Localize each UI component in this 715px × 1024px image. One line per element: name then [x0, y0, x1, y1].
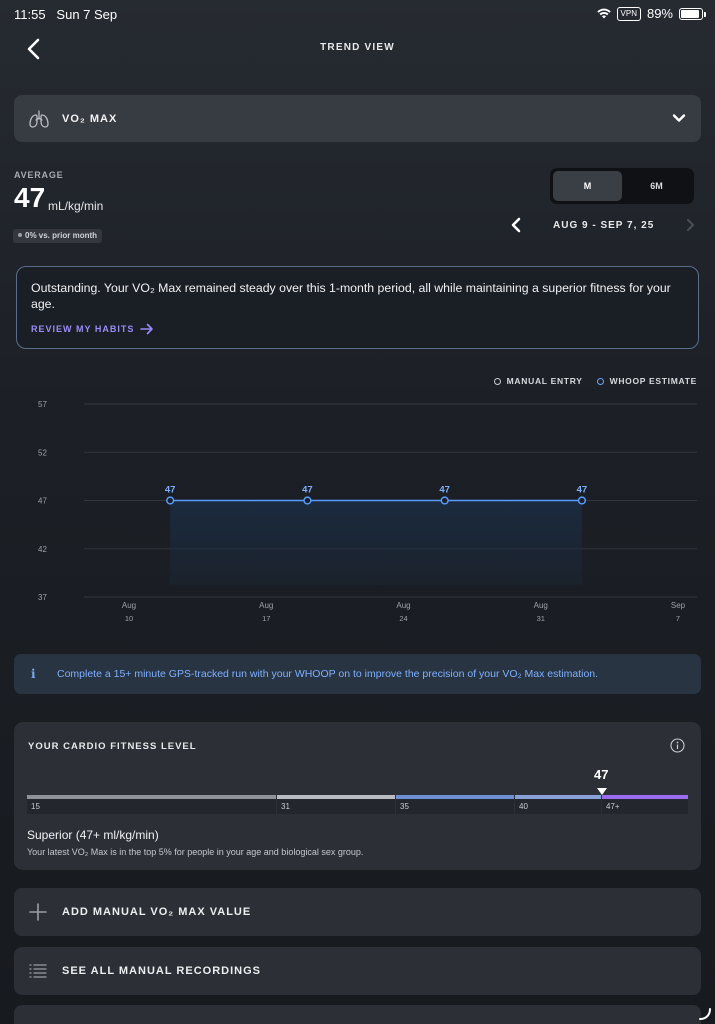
see-all-recordings-button[interactable]: SEE ALL MANUAL RECORDINGS [14, 947, 701, 995]
average-value: 47 [14, 182, 46, 213]
add-manual-label: ADD MANUAL VO₂ MAX VALUE [62, 906, 252, 918]
average-label: AVERAGE [14, 170, 64, 180]
date-range-label: AUG 9 - SEP 7, 25 [553, 220, 655, 231]
y-tick-label: 52 [38, 448, 47, 457]
period-option-6m[interactable]: 6M [650, 181, 663, 191]
fitness-title: YOUR CARDIO FITNESS LEVEL [28, 741, 197, 752]
manual-entry-dot-icon [493, 377, 501, 385]
insight-text: Outstanding. Your VO₂ Max remained stead… [31, 281, 671, 311]
x-tick-month: Aug [122, 601, 136, 610]
fitness-segment-good: 35 [396, 795, 514, 814]
review-habits-link[interactable]: REVIEW MY HABITS [31, 323, 154, 335]
wifi-icon [596, 8, 611, 19]
legend-manual-entry: MANUAL ENTRY [493, 376, 583, 386]
vs-prior-text: 0% vs. prior month [25, 231, 98, 240]
fitness-segment-fair: 31 [277, 795, 395, 814]
fitness-level-name: Superior [27, 828, 73, 842]
legend-whoop-estimate: WHOOP ESTIMATE [596, 376, 697, 386]
previous-range-icon[interactable] [509, 217, 523, 233]
info-banner: i Complete a 15+ minute GPS-tracked run … [14, 654, 701, 694]
fitness-marker-triangle-icon [597, 788, 607, 795]
x-tick-day: 24 [399, 614, 407, 623]
page-title: TREND VIEW [320, 42, 395, 53]
vs-prior-badge: 0% vs. prior month [13, 229, 103, 243]
data-point [303, 496, 312, 505]
chart-legend: MANUAL ENTRY WHOOP ESTIMATE [493, 376, 697, 386]
fitness-description: Your latest VO₂ Max is in the top 5% for… [27, 847, 364, 857]
fitness-level: Superior (47+ ml/kg/min) [27, 828, 159, 842]
data-point [440, 496, 449, 505]
x-tick-day: 31 [537, 614, 545, 623]
fitness-segment-label: 40 [519, 802, 528, 811]
info-circle-icon[interactable] [670, 738, 685, 753]
period-toggle: M 6M [550, 168, 694, 204]
resize-handle-icon[interactable] [699, 1008, 711, 1020]
info-text: Complete a 15+ minute GPS-tracked run wi… [57, 668, 599, 680]
whoop-estimate-dot-icon [596, 377, 604, 385]
plus-icon [29, 903, 47, 921]
legend-estimate-label: WHOOP ESTIMATE [609, 376, 697, 386]
chart-svg: 57 52 47 42 37 Aug 10 Aug 17 Aug 24 Aug 31 Sep 7 47 47 47… [38, 400, 697, 623]
lungs-icon [29, 109, 49, 128]
back-chevron-icon[interactable] [22, 36, 44, 62]
data-label: 47 [577, 485, 588, 496]
data-point [166, 496, 175, 505]
average-unit: mL/kg/min [48, 199, 104, 213]
list-icon [29, 964, 47, 978]
fitness-segment-poor: 15 [27, 795, 276, 814]
data-label: 47 [439, 485, 450, 496]
data-label: 47 [165, 485, 176, 496]
x-tick-day: 17 [262, 614, 270, 623]
battery-percent: 89% [646, 6, 673, 21]
add-manual-vo2-button[interactable]: ADD MANUAL VO₂ MAX VALUE [14, 888, 701, 936]
battery-icon [679, 7, 706, 20]
y-tick-label: 37 [38, 593, 47, 602]
legend-manual-label: MANUAL ENTRY [506, 376, 583, 386]
period-option-m[interactable]: M [553, 171, 622, 201]
fitness-segment-label: 35 [400, 802, 409, 811]
x-tick-month: Aug [534, 601, 548, 610]
data-point [577, 496, 587, 505]
neutral-dot-icon [18, 233, 22, 237]
metric-label: VO₂ MAX [62, 112, 118, 125]
vpn-badge: VPN [616, 6, 641, 21]
x-tick-day: 10 [125, 614, 133, 623]
info-icon: i [31, 667, 36, 681]
x-tick-month: Aug [259, 601, 273, 610]
metric-selector[interactable]: VO₂ MAX [14, 95, 701, 142]
vo2-trend-chart: 57 52 47 42 37 Aug 10 Aug 17 Aug 24 Aug 31 Sep 7 47 47 47… [0, 395, 715, 630]
insight-card: Outstanding. Your VO₂ Max remained stead… [16, 266, 699, 349]
review-habits-label: REVIEW MY HABITS [31, 324, 135, 334]
fitness-segment-label: 31 [281, 802, 290, 811]
arrow-right-icon [140, 323, 154, 335]
x-tick-day: 7 [676, 614, 680, 623]
plus-icon [28, 1017, 48, 1024]
next-action-row[interactable] [14, 1005, 701, 1024]
status-time: 11:55 Sun 7 Sep [14, 7, 118, 22]
status-bar: 11:55 Sun 7 Sep VPN 89% [0, 0, 715, 28]
chevron-down-icon [672, 114, 686, 122]
fitness-segment-label: 15 [31, 802, 40, 811]
fitness-segment-excellent: 40 [515, 795, 601, 814]
fitness-current-value: 47 [594, 767, 609, 782]
status-right: VPN 89% [596, 6, 706, 21]
series-area [170, 500, 582, 585]
fitness-level-range: (47+ ml/kg/min) [75, 828, 159, 842]
x-tick-month: Aug [396, 601, 410, 610]
y-tick-label: 57 [38, 400, 47, 409]
fitness-segment-label: 47+ [606, 802, 620, 811]
y-tick-label: 47 [38, 497, 47, 506]
y-tick-label: 42 [38, 545, 47, 554]
x-tick-month: Sep [671, 601, 686, 610]
fitness-scale-bar: 15 31 35 40 47+ [27, 795, 688, 814]
see-all-label: SEE ALL MANUAL RECORDINGS [62, 965, 261, 977]
cardio-fitness-card: YOUR CARDIO FITNESS LEVEL 47 15 31 35 40… [14, 722, 701, 870]
fitness-segment-superior: 47+ [602, 795, 688, 814]
next-range-icon[interactable] [684, 218, 696, 232]
data-label: 47 [302, 485, 313, 496]
